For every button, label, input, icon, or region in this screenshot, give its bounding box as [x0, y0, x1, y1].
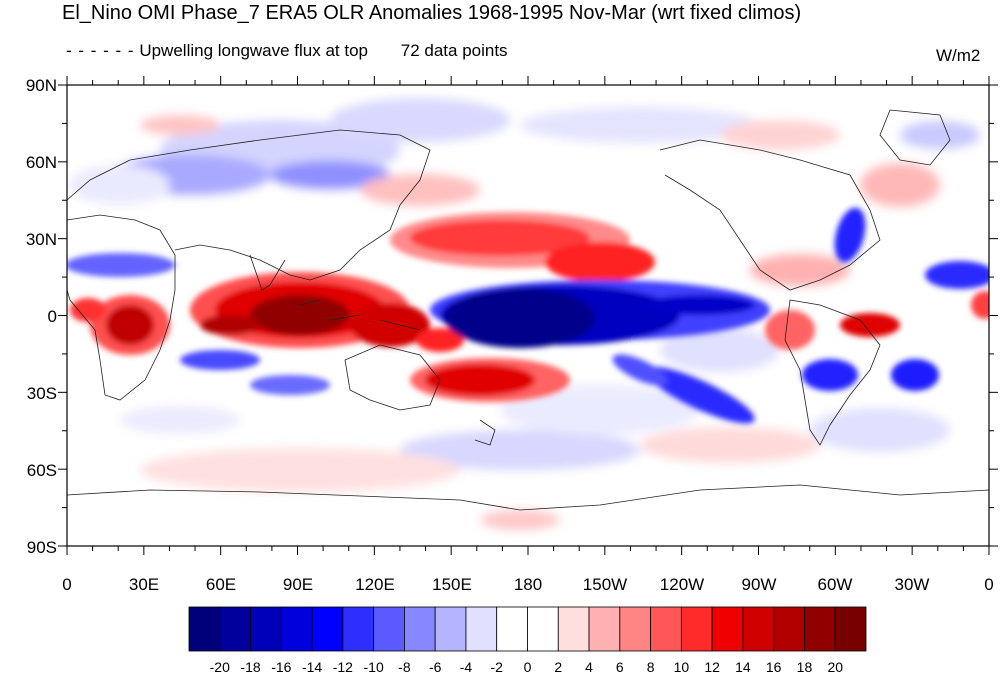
colorbar-tick-label: -16	[271, 659, 291, 675]
colorbar-tick-label: 20	[827, 659, 843, 675]
lon-tick-label: 0	[984, 575, 993, 594]
colorbar-tick-label: 8	[647, 659, 655, 675]
colorbar-swatch	[742, 606, 775, 652]
colorbar-swatch	[280, 606, 313, 652]
colorbar-labels: -20 -18 -16 -14 -12 -10 -8 -6 -4 -2 0 2 4 6 8 10 12 14 16 1…	[210, 659, 844, 675]
lat-tick-label: 30S	[27, 384, 57, 403]
colorbar-swatch	[342, 606, 375, 652]
colorbar-swatch	[373, 606, 405, 652]
colorbar-swatch	[188, 606, 221, 652]
colorbar-tick-label: -8	[398, 659, 411, 675]
colorbar-swatch	[219, 606, 251, 652]
plot-title: El_Nino OMI Phase_7 ERA5 OLR Anomalies 1…	[62, 2, 802, 24]
colorbar-tick-label: -18	[240, 659, 260, 675]
colorbar-swatch	[434, 606, 467, 652]
lon-tick-label: 0	[62, 575, 71, 594]
colorbar-swatch	[588, 606, 621, 652]
weak-anomalies	[70, 98, 980, 530]
lon-tick-label: 120W	[660, 575, 704, 594]
colorbar-swatch	[311, 606, 344, 652]
colorbar-tick-label: 2	[554, 659, 562, 675]
dash-legend: - - - - - -	[66, 41, 135, 60]
colorbar-swatch	[680, 606, 713, 652]
lat-tick-label: 30N	[26, 230, 57, 249]
colorbar	[188, 606, 867, 652]
lon-tick-label: 90E	[283, 575, 313, 594]
lat-tick-label: 90S	[27, 538, 57, 557]
colorbar-swatch	[465, 606, 498, 652]
colorbar-tick-label: -2	[491, 659, 504, 675]
colorbar-tick-label: 18	[797, 659, 813, 675]
colorbar-swatch	[711, 606, 744, 652]
axis-ticks	[58, 76, 998, 555]
colorbar-swatch	[404, 606, 436, 652]
lat-tick-label: 0	[48, 307, 57, 326]
colorbar-tick-label: 14	[735, 659, 751, 675]
colorbar-swatch	[250, 606, 282, 652]
colorbar-tick-label: 10	[674, 659, 690, 675]
colorbar-tick-label: -4	[460, 659, 473, 675]
lat-tick-label: 90N	[26, 76, 57, 95]
colorbar-tick-label: 4	[585, 659, 593, 675]
lat-tick-label: 60N	[26, 153, 57, 172]
colorbar-swatch	[834, 606, 867, 652]
lat-axis: 90N 60N 30N 0 30S 60S 90S	[26, 76, 57, 557]
colorbar-swatch	[527, 606, 559, 652]
lon-tick-label: 90W	[742, 575, 777, 594]
colorbar-tick-label: -20	[210, 659, 230, 675]
colorbar-tick-label: -10	[364, 659, 384, 675]
lat-tick-label: 60S	[27, 461, 57, 480]
colorbar-tick-label: -14	[302, 659, 322, 675]
subtitle-left: - - - - - - Upwelling longwave flux at t…	[66, 41, 508, 61]
anomaly-field	[67, 85, 989, 546]
colorbar-swatch	[804, 606, 836, 652]
variable-name: Upwelling longwave flux at top	[139, 41, 369, 60]
lon-tick-label: 30W	[895, 575, 930, 594]
colorbar-swatch	[773, 606, 805, 652]
colorbar-swatch	[496, 606, 528, 652]
colorbar-tick-label: 16	[766, 659, 782, 675]
colorbar-tick-label: -6	[429, 659, 442, 675]
colorbar-swatch	[619, 606, 651, 652]
units-label: W/m2	[936, 46, 981, 65]
lon-tick-label: 30E	[129, 575, 159, 594]
lon-tick-label: 120E	[355, 575, 395, 594]
colorbar-tick-label: -12	[333, 659, 353, 675]
lon-tick-label: 60W	[818, 575, 853, 594]
lon-tick-label: 150W	[583, 575, 627, 594]
coastlines	[67, 109, 989, 511]
colorbar-tick-label: 12	[704, 659, 720, 675]
strong-anomalies	[67, 207, 989, 424]
colorbar-swatch	[557, 606, 590, 652]
lon-tick-label: 180	[514, 575, 542, 594]
data-point-count: 72 data points	[400, 41, 508, 60]
lon-axis: 0 30E 60E 90E 120E 150E 180 150W 120W 90…	[62, 575, 993, 594]
colorbar-swatch	[650, 606, 682, 652]
colorbar-tick-label: 6	[616, 659, 624, 675]
lon-tick-label: 60E	[206, 575, 236, 594]
lon-tick-label: 150E	[432, 575, 472, 594]
colorbar-tick-label: 0	[524, 659, 532, 675]
